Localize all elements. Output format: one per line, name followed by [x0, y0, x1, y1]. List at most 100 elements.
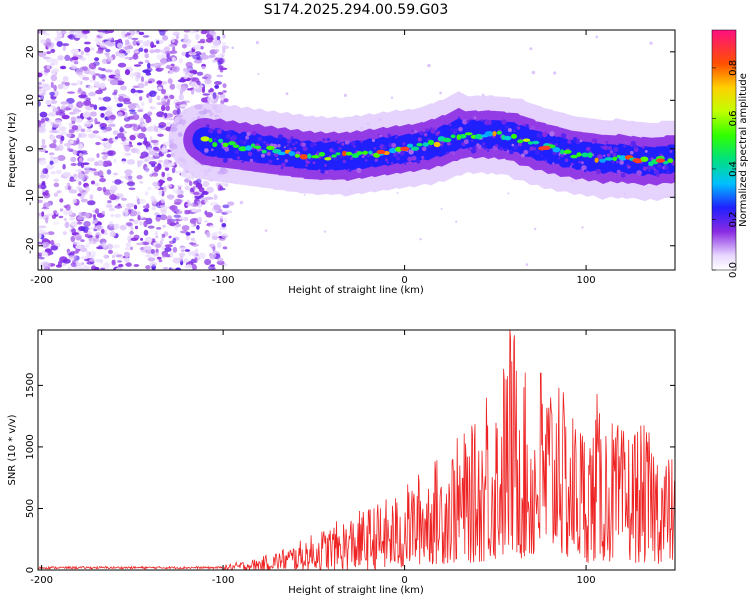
noise-blob [68, 31, 75, 35]
ridge-hotspot [532, 140, 540, 145]
ridge-speck [421, 146, 427, 152]
noise-blob [161, 97, 167, 104]
ridge-speck [507, 128, 512, 133]
noise-blob [138, 198, 146, 204]
noise-blob [129, 246, 134, 251]
ridge-hotspot [416, 142, 423, 147]
noise-blob [193, 59, 203, 64]
ridge-speck [620, 172, 626, 178]
ridge-speck [423, 132, 428, 137]
noise-blob [66, 182, 71, 186]
noise-blob [100, 126, 106, 130]
ridge-speck [477, 144, 482, 150]
noise-blob [43, 33, 51, 36]
noise-blob [40, 39, 47, 44]
ridge-speck [542, 131, 548, 138]
ridge-hotspot [208, 138, 213, 143]
ridge-speck [523, 123, 526, 127]
noise-blob [90, 47, 95, 51]
noise-blob [221, 233, 229, 239]
noise-blob [149, 261, 158, 267]
noise-blob [223, 217, 227, 224]
noise-blob [100, 267, 105, 270]
noise-speck [553, 71, 557, 75]
noise-blob [125, 49, 131, 54]
noise-speck [255, 41, 259, 45]
noise-blob [176, 184, 183, 188]
noise-blob [179, 230, 189, 234]
ridge-speck [336, 140, 341, 144]
noise-blob [125, 39, 130, 46]
colorbar-label: Normalized spectral amplitude [738, 73, 749, 227]
ridge-speck [325, 171, 329, 174]
noise-blob [204, 258, 212, 266]
ridge-speck [453, 128, 459, 133]
ridge-speck [314, 143, 317, 146]
noise-blob [129, 111, 137, 115]
noise-blob [102, 160, 110, 167]
ridge-speck [246, 131, 251, 137]
ridge-speck [503, 147, 508, 152]
noise-blob [209, 88, 215, 93]
noise-blob [95, 208, 100, 215]
ridge-hotspot [324, 157, 332, 161]
noise-blob [161, 234, 166, 238]
noise-blob [156, 95, 161, 101]
noise-blob [161, 52, 167, 59]
noise-blob [109, 189, 116, 194]
noise-blob [93, 81, 101, 88]
noise-blob [38, 51, 47, 58]
ridge-peak [656, 158, 665, 163]
noise-blob [130, 72, 134, 78]
noise-blob [139, 181, 144, 184]
noise-blob [49, 91, 55, 96]
ridge-speck [447, 141, 451, 146]
ridge-speck [383, 146, 387, 150]
noise-blob [55, 169, 63, 175]
noise-blob [134, 149, 138, 152]
ridge-speck [583, 169, 587, 173]
noise-blob [87, 200, 96, 206]
noise-blob [109, 194, 117, 201]
noise-blob [72, 149, 78, 155]
noise-blob [62, 163, 66, 170]
noise-blob [224, 210, 233, 214]
noise-blob [71, 64, 75, 70]
ridge-speck [360, 140, 364, 143]
noise-blob [166, 64, 171, 69]
noise-blob [50, 69, 56, 75]
noise-blob [127, 35, 133, 40]
ridge-speck [571, 162, 574, 166]
ridge-hotspot [450, 134, 456, 139]
ridge-speck [499, 146, 503, 151]
noise-blob [92, 214, 97, 219]
ridge-speck [560, 133, 567, 139]
noise-blob [95, 141, 101, 146]
ridge-speck [642, 166, 648, 171]
noise-blob [105, 142, 112, 150]
noise-blob [221, 223, 227, 228]
noise-blob [158, 189, 163, 196]
noise-blob [102, 96, 112, 102]
noise-blob [96, 135, 101, 139]
noise-blob [78, 143, 83, 150]
ridge-speck [487, 149, 490, 152]
noise-blob [178, 57, 183, 64]
noise-blob [103, 254, 108, 259]
noise-blob [197, 208, 202, 213]
noise-blob [114, 75, 122, 79]
noise-blob [68, 209, 73, 216]
noise-blob [70, 235, 76, 243]
noise-blob [166, 99, 170, 106]
ridge-speck [611, 160, 615, 164]
noise-blob [99, 177, 106, 183]
noise-blob [171, 36, 175, 44]
noise-blob [75, 68, 84, 76]
ridge-speck [247, 151, 253, 157]
ridge-speck [217, 129, 222, 134]
ridge-speck [518, 142, 522, 147]
ridge-speck [616, 169, 621, 174]
noise-blob [160, 147, 168, 153]
ridge-hotspot [395, 146, 402, 152]
noise-blob [115, 267, 123, 270]
